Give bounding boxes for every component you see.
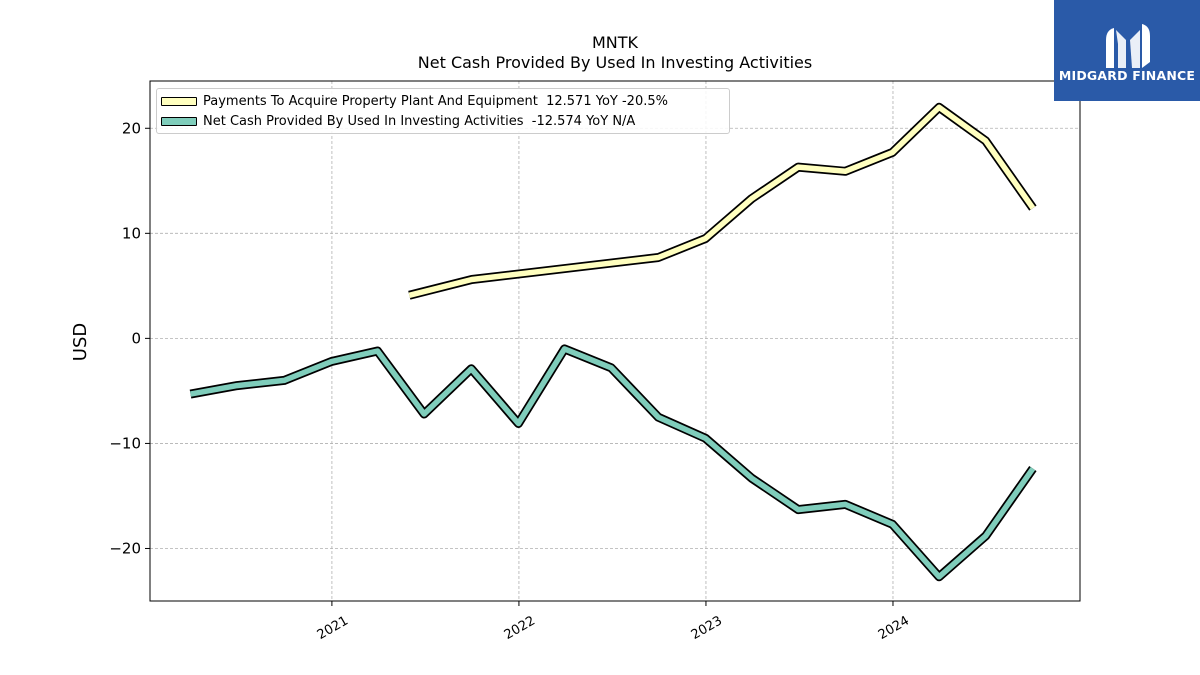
legend-label-ppe: Payments To Acquire Property Plant And E… — [203, 93, 668, 109]
plot-frame — [149, 80, 1081, 602]
y-axis: −20 −10 0 10 20 — [109, 119, 150, 557]
logo-text: MIDGARD FINANCE — [1058, 68, 1196, 83]
midgard-finance-logo: MIDGARD FINANCE — [1054, 0, 1200, 101]
x-tick-label: 2021 — [315, 613, 351, 643]
chart-ticker: MNTK — [591, 33, 639, 52]
grid-lines — [150, 81, 1080, 601]
series-line-outline — [408, 102, 1037, 300]
logo-mark-icon — [1106, 24, 1150, 68]
legend-label-investing: Net Cash Provided By Used In Investing A… — [203, 113, 636, 129]
series-ppe — [408, 102, 1037, 300]
series-line — [190, 346, 1036, 580]
y-tick-label: −10 — [109, 434, 141, 452]
y-tick-label: −20 — [109, 539, 141, 557]
chart-title: Net Cash Provided By Used In Investing A… — [417, 53, 813, 72]
x-tick-label: 2023 — [689, 613, 725, 643]
series-line — [408, 104, 1036, 298]
series-investing — [189, 344, 1037, 582]
y-tick-label: 10 — [122, 224, 141, 242]
x-tick-label: 2024 — [876, 613, 912, 643]
legend-item-investing: Net Cash Provided By Used In Investing A… — [161, 111, 635, 131]
x-axis: 2021 2022 2023 2024 — [315, 601, 912, 643]
legend-item-ppe: Payments To Acquire Property Plant And E… — [161, 91, 668, 111]
y-axis-label: USD — [70, 323, 91, 361]
legend-swatch-investing — [161, 116, 197, 126]
y-tick-label: 20 — [122, 119, 141, 137]
y-tick-label: 0 — [131, 329, 141, 347]
legend-swatch-ppe — [161, 96, 197, 106]
x-tick-label: 2022 — [502, 613, 538, 643]
series-layer — [189, 102, 1037, 582]
legend: Payments To Acquire Property Plant And E… — [156, 88, 730, 134]
